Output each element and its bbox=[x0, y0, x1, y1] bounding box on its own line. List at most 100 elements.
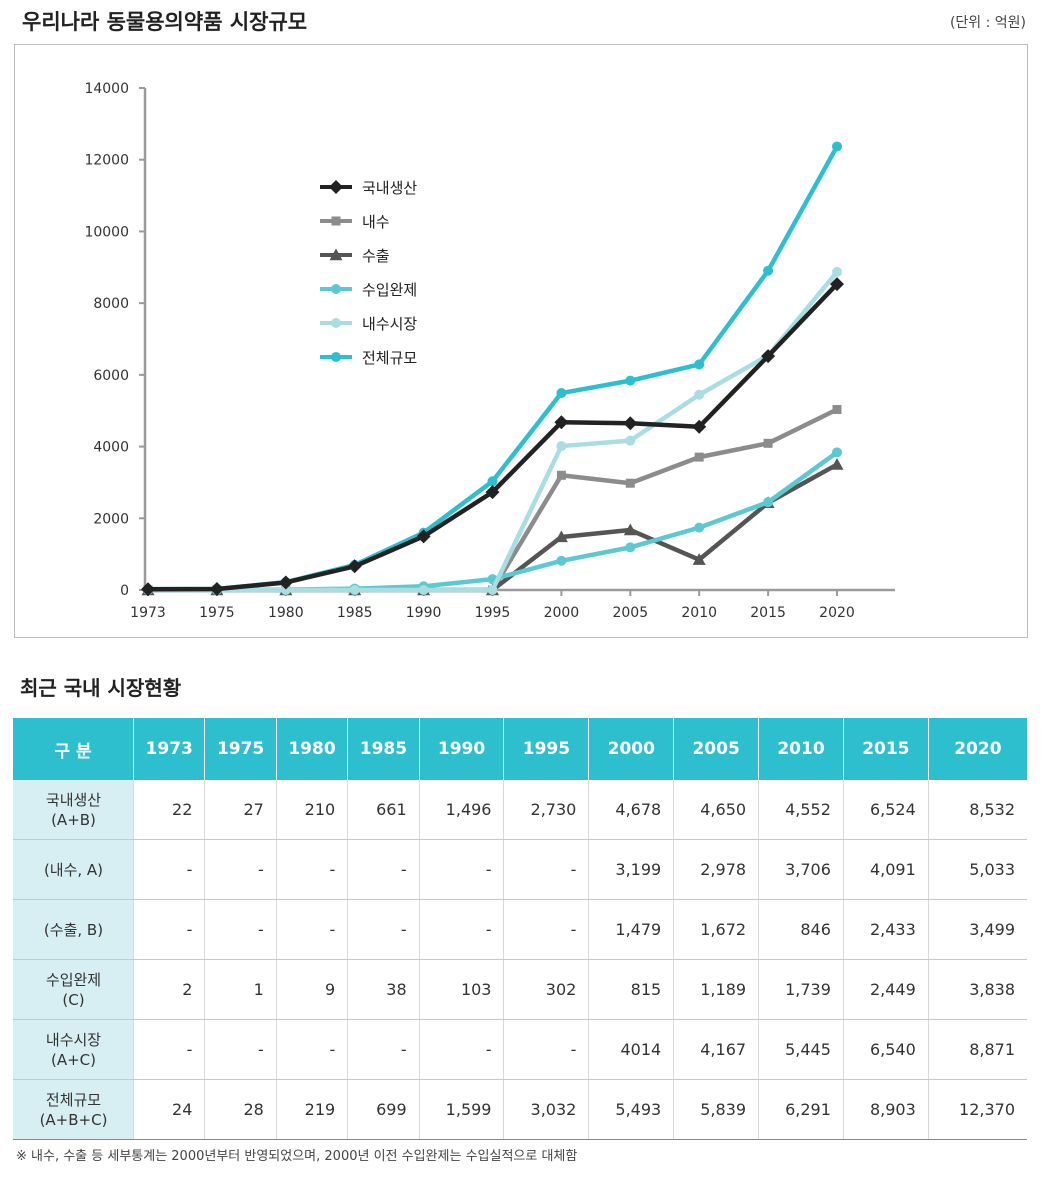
row-label-sub: (A+B+C) bbox=[39, 1110, 108, 1129]
table-cell: 3,838 bbox=[928, 959, 1027, 1020]
table-cell: - bbox=[204, 899, 277, 960]
data-point bbox=[694, 359, 705, 370]
table-cell: 4,650 bbox=[673, 780, 760, 840]
table-header-year: 1990 bbox=[419, 718, 505, 780]
data-point bbox=[349, 585, 360, 595]
unit-label: (단위 : 억원) bbox=[949, 15, 1026, 31]
table-cell: 4,552 bbox=[758, 780, 844, 840]
data-point bbox=[694, 389, 705, 400]
table-header-year: 2000 bbox=[588, 718, 675, 780]
footnote: ※ 내수, 수출 등 세부통계는 2000년부터 반영되었으며, 2000년 이… bbox=[16, 1149, 578, 1164]
data-point bbox=[623, 416, 638, 431]
data-point bbox=[487, 476, 498, 487]
table-cell: 846 bbox=[758, 899, 844, 960]
data-point bbox=[763, 497, 774, 508]
y-tick-label: 0 bbox=[120, 583, 129, 599]
legend-label: 수출 bbox=[362, 247, 390, 265]
y-tick-label: 4000 bbox=[93, 440, 129, 456]
table-cell: 661 bbox=[347, 780, 420, 840]
table-title: 최근 국내 시장현황 bbox=[20, 676, 182, 700]
table-cell: 8,871 bbox=[928, 1019, 1027, 1080]
table-cell: - bbox=[276, 899, 349, 960]
x-tick-label: 1985 bbox=[337, 605, 373, 621]
data-point bbox=[556, 388, 567, 399]
data-point bbox=[763, 438, 773, 448]
table-row: 국내생산 (A+B) 22 27 210 661 1,496 2,730 4,678 4,650 4… bbox=[13, 780, 1027, 840]
x-tick-label: 1973 bbox=[130, 605, 166, 621]
table-cell: - bbox=[347, 1019, 420, 1080]
row-label-main: (수출, B) bbox=[43, 920, 104, 939]
y-tick-label: 14000 bbox=[84, 81, 129, 97]
row-label-main: 국내생산 bbox=[45, 790, 102, 809]
data-point bbox=[418, 585, 429, 595]
table-header-year: 2005 bbox=[673, 718, 760, 780]
data-point bbox=[625, 435, 636, 446]
x-tick-label: 1995 bbox=[475, 605, 511, 621]
table-cell: 3,199 bbox=[588, 839, 675, 900]
x-tick-label: 2005 bbox=[612, 605, 648, 621]
legend-marker bbox=[331, 352, 341, 362]
table-cell: 6,540 bbox=[843, 1019, 929, 1080]
table-header-category: 구 분 bbox=[13, 718, 134, 780]
x-tick-label: 2000 bbox=[544, 605, 580, 621]
table-header-year: 2015 bbox=[843, 718, 929, 780]
data-point bbox=[416, 529, 431, 544]
legend-label: 수입완제 bbox=[362, 281, 417, 299]
table-cell: 24 bbox=[133, 1079, 206, 1140]
table-cell: 1,672 bbox=[673, 899, 760, 960]
table-cell: 6,291 bbox=[758, 1079, 844, 1140]
table-cell: 8,532 bbox=[928, 780, 1027, 840]
data-point bbox=[832, 141, 842, 152]
x-tick-label: 1975 bbox=[199, 605, 235, 621]
data-point bbox=[830, 458, 844, 470]
table-cell: - bbox=[419, 1019, 505, 1080]
data-point bbox=[556, 470, 566, 480]
x-tick-label: 2015 bbox=[750, 605, 786, 621]
table-cell: 3,032 bbox=[503, 1079, 590, 1140]
table-cell: 3,706 bbox=[758, 839, 844, 900]
table-header-year: 1975 bbox=[204, 718, 277, 780]
table-cell: 2,730 bbox=[503, 780, 590, 840]
table-cell: 1 bbox=[204, 959, 277, 1020]
table-cell: 2,433 bbox=[843, 899, 929, 960]
table-cell: 2,978 bbox=[673, 839, 760, 900]
table-cell: 1,189 bbox=[673, 959, 760, 1020]
table-header-year: 1985 bbox=[347, 718, 420, 780]
data-point bbox=[625, 375, 636, 386]
row-label-main: (내수, A) bbox=[43, 860, 104, 879]
table-cell: - bbox=[133, 899, 206, 960]
data-point bbox=[278, 575, 293, 590]
table-cell: - bbox=[133, 1019, 206, 1080]
table-cell: - bbox=[204, 1019, 277, 1080]
table-cell: - bbox=[276, 1019, 349, 1080]
y-tick-label: 2000 bbox=[93, 511, 129, 527]
table-cell: - bbox=[419, 839, 505, 900]
table-cell: 3,499 bbox=[928, 899, 1027, 960]
table-cell: - bbox=[133, 839, 206, 900]
table-cell: - bbox=[419, 899, 505, 960]
data-point bbox=[554, 415, 569, 430]
data-point bbox=[554, 530, 568, 543]
table-cell: 6,524 bbox=[843, 780, 929, 840]
data-point bbox=[692, 419, 707, 434]
table-cell: 22 bbox=[133, 780, 206, 840]
data-point bbox=[141, 582, 155, 597]
data-point bbox=[485, 485, 500, 500]
table-cell: 699 bbox=[347, 1079, 420, 1140]
y-tick-label: 12000 bbox=[84, 153, 129, 169]
table-cell: 4,167 bbox=[673, 1019, 760, 1080]
table-cell: 8,903 bbox=[843, 1079, 929, 1140]
data-point bbox=[694, 452, 704, 462]
data-point bbox=[623, 523, 637, 536]
table-cell: 815 bbox=[588, 959, 675, 1020]
table-cell: - bbox=[347, 899, 420, 960]
table-cell: 1,496 bbox=[419, 780, 505, 840]
table-cell: 5,839 bbox=[673, 1079, 760, 1140]
data-point bbox=[625, 542, 636, 553]
table-header-row: 구 분 1973 1975 1980 1985 1990 1995 2000 2005 2010 2… bbox=[13, 718, 1027, 780]
table-header-year: 1995 bbox=[503, 718, 590, 780]
row-label-sub: (C) bbox=[62, 990, 85, 1009]
table-cell: 12,370 bbox=[928, 1079, 1027, 1140]
table-header-year: 2020 bbox=[928, 718, 1027, 780]
table-cell: 2 bbox=[133, 959, 206, 1020]
